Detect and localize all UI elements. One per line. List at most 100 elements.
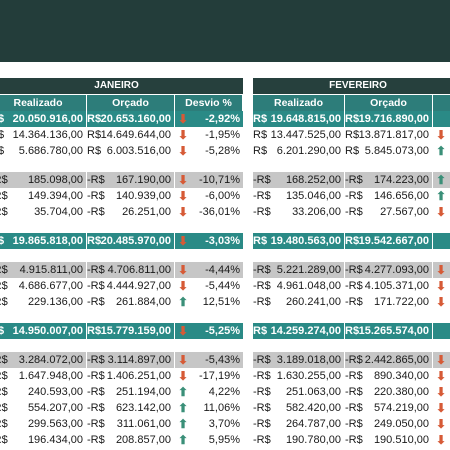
desvio-cell[interactable]: ⬇: [433, 400, 450, 416]
desvio-cell[interactable]: ⬇ -5,25%: [175, 323, 243, 339]
orcado-cell[interactable]: -R$ 190.510,00: [345, 432, 433, 448]
desvio-cell[interactable]: ⬆ 11,06%: [175, 400, 243, 416]
column-header[interactable]: Desvio %: [175, 95, 243, 111]
orcado-cell[interactable]: R$ 6.003.516,00: [87, 143, 175, 159]
desvio-cell[interactable]: ⬆: [433, 143, 450, 159]
desvio-cell[interactable]: ⬇: [433, 432, 450, 448]
desvio-cell[interactable]: ⬇ -5,28%: [175, 143, 243, 159]
orcado-cell[interactable]: -R$ 574.219,00: [345, 400, 433, 416]
orcado-cell[interactable]: R$ 14.649.644,00: [87, 127, 175, 143]
realizado-cell[interactable]: -R$ 196.434,00: [0, 432, 87, 448]
realizado-cell[interactable]: R$ 14.950.007,00: [0, 323, 87, 339]
realizado-cell[interactable]: -R$ 185.098,00: [0, 172, 87, 188]
realizado-cell[interactable]: R$ 5.686.780,00: [0, 143, 87, 159]
orcado-cell[interactable]: -R$ 249.050,00: [345, 416, 433, 432]
realizado-cell[interactable]: -R$ 168.252,00: [253, 172, 345, 188]
orcado-cell[interactable]: R$ 5.845.073,00: [345, 143, 433, 159]
realizado-cell[interactable]: -R$ 33.206,00: [253, 204, 345, 220]
orcado-cell[interactable]: -R$ 140.939,00: [87, 188, 175, 204]
realizado-cell[interactable]: -R$ 582.420,00: [253, 400, 345, 416]
orcado-cell[interactable]: -R$ 311.061,00: [87, 416, 175, 432]
realizado-cell[interactable]: -R$ 299.563,00: [0, 416, 87, 432]
realizado-cell[interactable]: -R$ 264.787,00: [253, 416, 345, 432]
realizado-cell[interactable]: R$ 19.865.818,00: [0, 233, 87, 249]
column-header[interactable]: [433, 95, 450, 111]
desvio-cell[interactable]: ⬇: [433, 262, 450, 278]
realizado-cell[interactable]: R$ 20.050.916,00: [0, 111, 87, 127]
orcado-cell[interactable]: -R$ 174.223,00: [345, 172, 433, 188]
realizado-cell[interactable]: -R$ 1.630.255,00: [253, 368, 345, 384]
desvio-cell[interactable]: ⬆ 12,51%: [175, 294, 243, 310]
desvio-cell[interactable]: ⬇: [433, 416, 450, 432]
orcado-cell[interactable]: R$ 15.265.574,00: [345, 323, 433, 339]
realizado-cell[interactable]: -R$ 240.593,00: [0, 384, 87, 400]
desvio-cell[interactable]: ⬇ -5,43%: [175, 352, 243, 368]
realizado-cell[interactable]: -R$ 260.241,00: [253, 294, 345, 310]
desvio-cell[interactable]: ⬇: [433, 294, 450, 310]
realizado-cell[interactable]: R$ 14.259.274,00: [253, 323, 345, 339]
orcado-cell[interactable]: R$ 20.653.160,00: [87, 111, 175, 127]
desvio-cell[interactable]: ⬇: [433, 368, 450, 384]
desvio-cell[interactable]: ⬇: [433, 127, 450, 143]
desvio-cell[interactable]: [433, 111, 450, 127]
realizado-cell[interactable]: -R$ 4.686.677,00: [0, 278, 87, 294]
orcado-cell[interactable]: -R$ 261.884,00: [87, 294, 175, 310]
orcado-cell[interactable]: -R$ 27.567,00: [345, 204, 433, 220]
realizado-cell[interactable]: -R$ 35.704,00: [0, 204, 87, 220]
desvio-cell[interactable]: ⬇: [433, 352, 450, 368]
desvio-cell[interactable]: ⬇ -2,92%: [175, 111, 243, 127]
realizado-cell[interactable]: -R$ 190.780,00: [253, 432, 345, 448]
orcado-cell[interactable]: -R$ 4.444.927,00: [87, 278, 175, 294]
orcado-cell[interactable]: R$ 20.485.970,00: [87, 233, 175, 249]
desvio-cell[interactable]: ⬆: [433, 172, 450, 188]
orcado-cell[interactable]: R$ 15.779.159,00: [87, 323, 175, 339]
desvio-cell[interactable]: ⬆ 4,22%: [175, 384, 243, 400]
realizado-cell[interactable]: -R$ 5.221.289,00: [253, 262, 345, 278]
desvio-cell[interactable]: ⬇: [433, 204, 450, 220]
desvio-cell[interactable]: ⬇ -10,71%: [175, 172, 243, 188]
orcado-cell[interactable]: -R$ 251.194,00: [87, 384, 175, 400]
orcado-cell[interactable]: -R$ 146.656,00: [345, 188, 433, 204]
realizado-cell[interactable]: -R$ 4.961.048,00: [253, 278, 345, 294]
orcado-cell[interactable]: -R$ 220.380,00: [345, 384, 433, 400]
orcado-cell[interactable]: R$ 13.871.817,00: [345, 127, 433, 143]
realizado-cell[interactable]: R$ 6.201.290,00: [253, 143, 345, 159]
column-header[interactable]: Realizado: [253, 95, 345, 111]
realizado-cell[interactable]: -R$ 229.136,00: [0, 294, 87, 310]
desvio-cell[interactable]: ⬇ -17,19%: [175, 368, 243, 384]
desvio-cell[interactable]: ⬇ -1,95%: [175, 127, 243, 143]
orcado-cell[interactable]: -R$ 2.442.865,00: [345, 352, 433, 368]
realizado-cell[interactable]: -R$ 149.394,00: [0, 188, 87, 204]
realizado-cell[interactable]: -R$ 554.207,00: [0, 400, 87, 416]
orcado-cell[interactable]: -R$ 4.277.093,00: [345, 262, 433, 278]
desvio-cell[interactable]: ⬇ -6,00%: [175, 188, 243, 204]
orcado-cell[interactable]: -R$ 4.105.371,00: [345, 278, 433, 294]
realizado-cell[interactable]: -R$ 3.189.018,00: [253, 352, 345, 368]
orcado-cell[interactable]: -R$ 208.857,00: [87, 432, 175, 448]
realizado-cell[interactable]: R$ 13.447.525,00: [253, 127, 345, 143]
desvio-cell[interactable]: ⬇ -4,44%: [175, 262, 243, 278]
desvio-cell[interactable]: ⬆ 5,95%: [175, 432, 243, 448]
orcado-cell[interactable]: -R$ 3.114.897,00: [87, 352, 175, 368]
realizado-cell[interactable]: R$ 19.480.563,00: [253, 233, 345, 249]
orcado-cell[interactable]: -R$ 167.190,00: [87, 172, 175, 188]
orcado-cell[interactable]: R$ 19.716.890,00: [345, 111, 433, 127]
desvio-cell[interactable]: ⬇ -3,03%: [175, 233, 243, 249]
realizado-cell[interactable]: -R$ 1.647.948,00: [0, 368, 87, 384]
desvio-cell[interactable]: ⬇: [433, 384, 450, 400]
column-header[interactable]: Orçado: [87, 95, 175, 111]
desvio-cell[interactable]: ⬇ -5,44%: [175, 278, 243, 294]
desvio-cell[interactable]: [433, 233, 450, 249]
orcado-cell[interactable]: -R$ 623.142,00: [87, 400, 175, 416]
realizado-cell[interactable]: -R$ 4.915.811,00: [0, 262, 87, 278]
orcado-cell[interactable]: -R$ 4.706.811,00: [87, 262, 175, 278]
realizado-cell[interactable]: -R$ 251.063,00: [253, 384, 345, 400]
orcado-cell[interactable]: -R$ 171.722,00: [345, 294, 433, 310]
column-header[interactable]: Orçado: [345, 95, 433, 111]
orcado-cell[interactable]: -R$ 1.406.251,00: [87, 368, 175, 384]
desvio-cell[interactable]: [433, 323, 450, 339]
realizado-cell[interactable]: R$ 14.364.136,00: [0, 127, 87, 143]
realizado-cell[interactable]: -R$ 3.284.072,00: [0, 352, 87, 368]
desvio-cell[interactable]: ⬆ 3,70%: [175, 416, 243, 432]
orcado-cell[interactable]: R$ 19.542.667,00: [345, 233, 433, 249]
